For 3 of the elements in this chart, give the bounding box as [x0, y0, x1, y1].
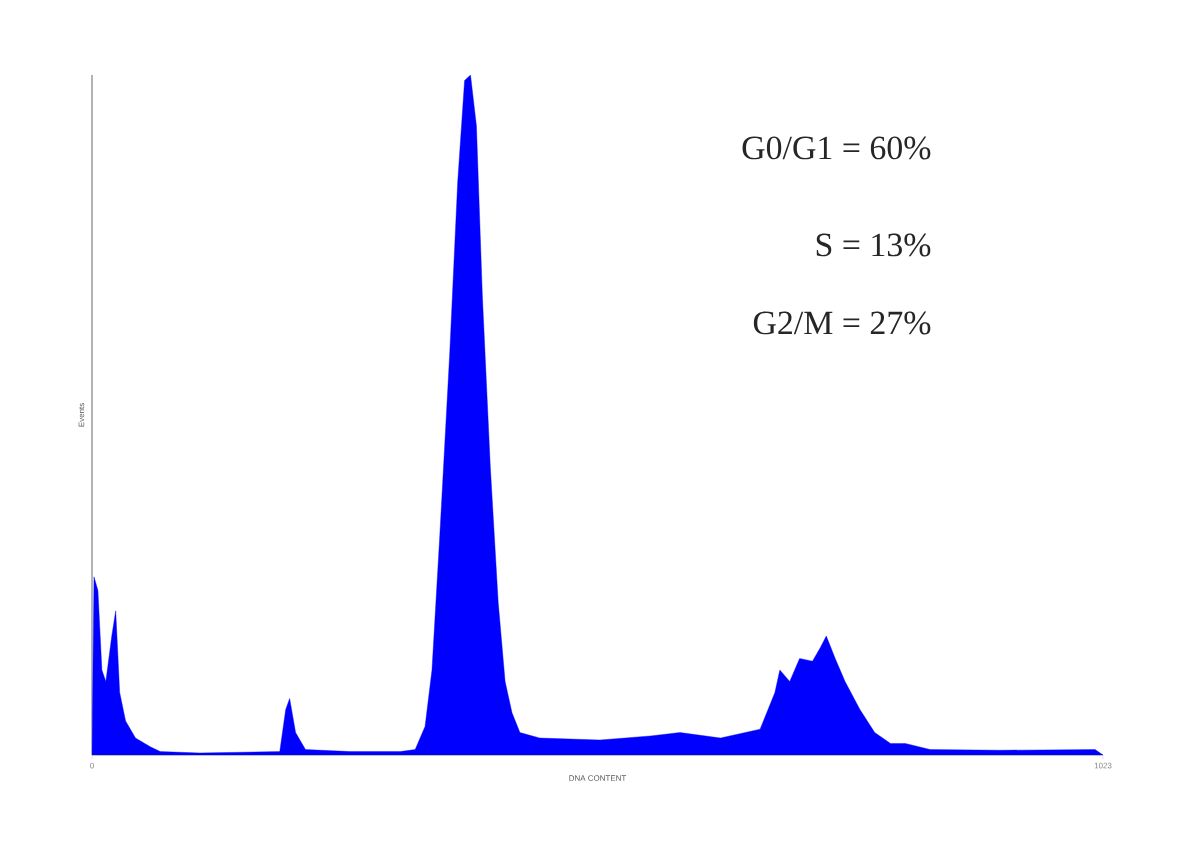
annotation: S = 13% [816, 233, 931, 257]
annotation: G0/G1 = 60% [742, 136, 931, 160]
annotation: G2/M = 27% [753, 311, 931, 335]
